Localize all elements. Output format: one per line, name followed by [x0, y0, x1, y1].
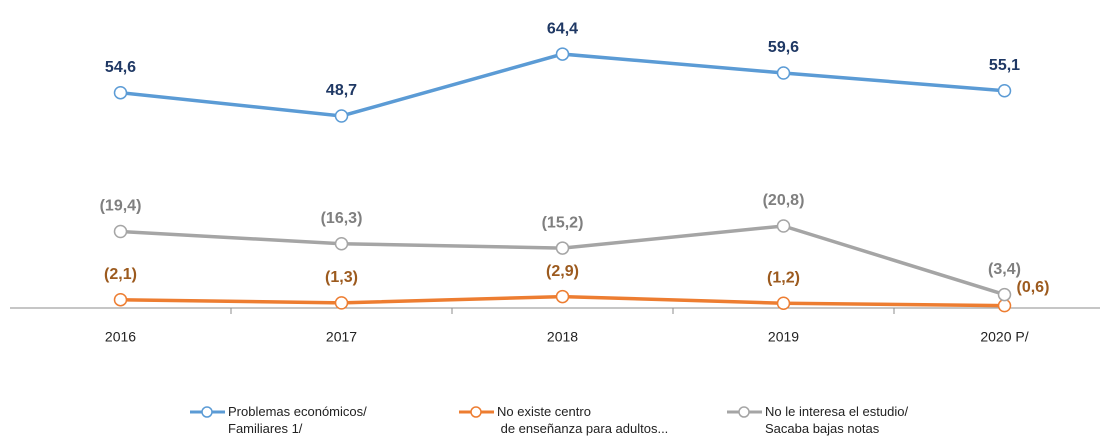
x-tick-label: 2020 P/ — [980, 329, 1028, 345]
legend-marker — [738, 406, 750, 418]
data-label: (1,2) — [767, 269, 800, 286]
series-line — [120, 52, 1005, 118]
data-label: (2,1) — [104, 266, 137, 283]
point-marker — [113, 85, 128, 100]
legend-label: No le interesa el estudio/ Sacaba bajas … — [765, 404, 909, 436]
series-line — [120, 224, 1006, 297]
point-marker — [555, 241, 570, 255]
x-tick-label: 2017 — [326, 329, 357, 345]
legend-marker — [201, 406, 213, 418]
point-marker — [776, 296, 791, 311]
data-label: 48,7 — [326, 82, 357, 99]
point-marker — [776, 66, 791, 80]
data-label: (19,4) — [100, 198, 142, 215]
point-marker — [555, 289, 570, 304]
data-label: (0,6) — [1017, 279, 1050, 296]
point-marker — [113, 292, 128, 307]
data-label: (1,3) — [325, 269, 358, 286]
data-label: 59,6 — [768, 39, 799, 56]
data-label: (15,2) — [542, 214, 584, 231]
legend-label: Problemas económicos/ Familiares 1/ — [228, 404, 367, 436]
point-marker — [334, 109, 349, 123]
x-tick-label: 2019 — [768, 329, 799, 345]
data-label: 64,4 — [547, 20, 578, 37]
data-label: (20,8) — [763, 192, 805, 209]
point-marker — [555, 47, 570, 61]
point-marker — [997, 83, 1012, 98]
point-marker — [113, 224, 128, 239]
point-marker — [997, 287, 1012, 302]
point-marker — [334, 236, 349, 251]
data-label: (3,4) — [988, 261, 1021, 278]
data-label: (2,9) — [546, 263, 579, 280]
point-marker — [997, 298, 1012, 313]
point-marker — [776, 219, 791, 233]
x-tick-label: 2018 — [547, 329, 578, 345]
legend-label: No existe centro de enseñanza para adult… — [497, 404, 669, 436]
point-marker — [334, 296, 349, 310]
data-label: (16,3) — [321, 210, 363, 227]
legend-marker — [470, 406, 482, 418]
data-label: 55,1 — [989, 57, 1020, 74]
x-tick-label: 2016 — [105, 329, 136, 345]
data-label: 54,6 — [105, 59, 136, 76]
